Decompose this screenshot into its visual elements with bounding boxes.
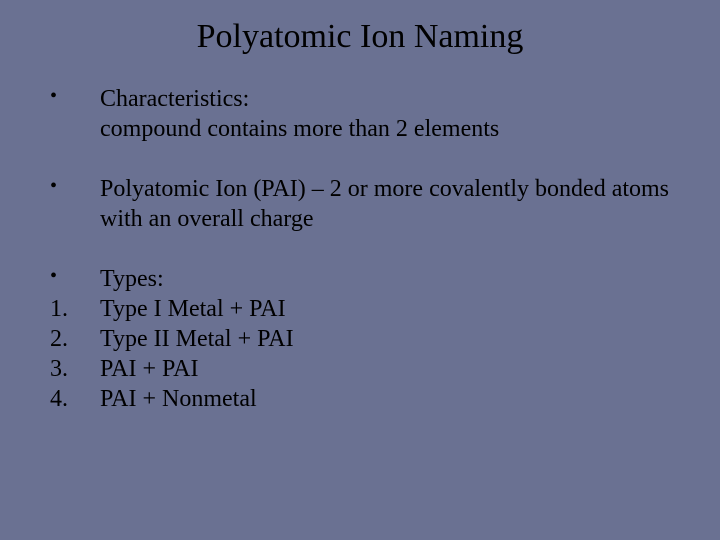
- list-number: 3.: [50, 354, 100, 384]
- list-item: •Polyatomic Ion (PAI) – 2 or more covale…: [50, 174, 670, 234]
- list-item: 3.PAI + PAI: [50, 354, 670, 384]
- list-item: 1.Type I Metal + PAI: [50, 294, 670, 324]
- list-item-text: Type I Metal + PAI: [100, 294, 670, 324]
- list-item-text: Polyatomic Ion (PAI) – 2 or more covalen…: [100, 174, 670, 234]
- list-item-text: PAI + Nonmetal: [100, 384, 670, 414]
- list-number: 4.: [50, 384, 100, 414]
- list-number: 2.: [50, 324, 100, 354]
- bullet-icon: •: [50, 174, 100, 234]
- bullet-icon: •: [50, 264, 100, 294]
- list-item-text: Characteristics: compound contains more …: [100, 84, 670, 144]
- list-number: 1.: [50, 294, 100, 324]
- list-item-text: PAI + PAI: [100, 354, 670, 384]
- slide-body: •Characteristics: compound contains more…: [50, 84, 670, 414]
- list-item: 2.Type II Metal + PAI: [50, 324, 670, 354]
- list-item-text: Types:: [100, 264, 670, 294]
- list-item: •Types:: [50, 264, 670, 294]
- list-item: •Characteristics: compound contains more…: [50, 84, 670, 144]
- list-item-text: Type II Metal + PAI: [100, 324, 670, 354]
- slide-title: Polyatomic Ion Naming: [50, 18, 670, 56]
- bullet-icon: •: [50, 84, 100, 144]
- list-item: 4.PAI + Nonmetal: [50, 384, 670, 414]
